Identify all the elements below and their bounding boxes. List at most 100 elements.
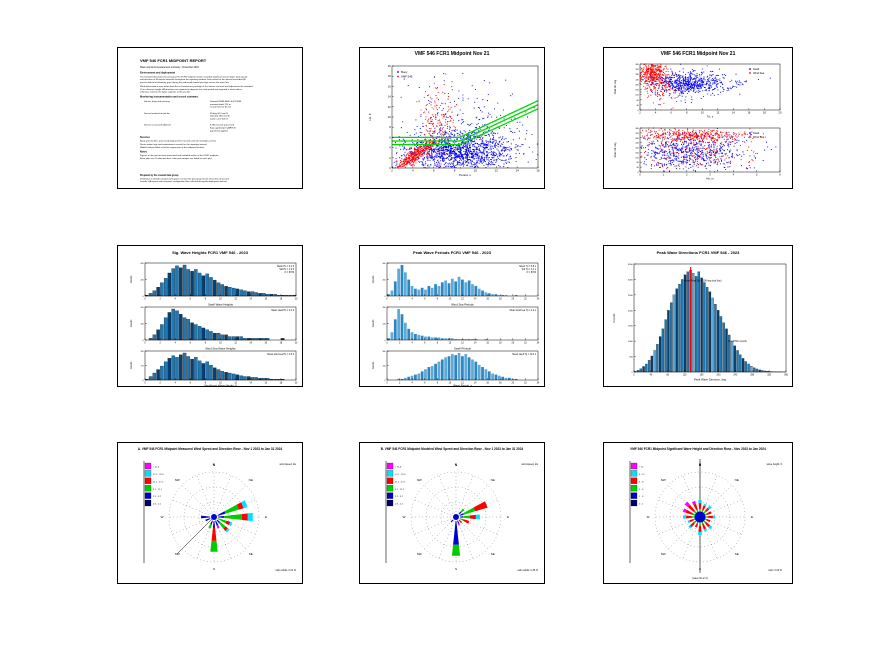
svg-text:12: 12 [234,383,237,385]
svg-text:12: 12 [388,105,391,109]
svg-text:175: 175 [140,366,144,368]
svg-text:0: 0 [143,296,145,298]
svg-text:Figures in this packet show me: Figures in this packet show measured and… [140,154,219,157]
svg-text:2: 2 [399,299,401,301]
panel-wind-rose-modeled: B. VMF 546 FCR1 Midpoint Modeled Wind Sp… [359,442,545,584]
plot-title: Peak Wave Periods FCR1 VMF 546 - 2023 [413,250,491,255]
svg-text:80: 80 [636,100,639,102]
svg-text:percent with brief telemetry g: percent with brief telemetry gaps during… [140,81,230,84]
plot-title: A. VMF 546 FCR1 Midpoint Measured Wind S… [137,447,283,451]
svg-text:2: 2 [159,383,161,385]
svg-text:Sensor, buoy and mooring: Sensor, buoy and mooring [144,100,170,103]
svg-text:18: 18 [388,74,391,78]
plot-title: VMF 546 FCR1 Midpoint Significant Wave H… [630,447,766,451]
svg-text:Buoy: Buoy [401,70,408,74]
svg-text:22: 22 [524,299,527,301]
svg-text:Mean Dir, deg: Mean Dir, deg [614,142,617,158]
svg-text:14: 14 [515,169,519,173]
svg-text:Wave and wind measurement summ: Wave and wind measurement summary - Nove… [140,66,199,69]
svg-text:1: 1 [663,173,665,177]
svg-text:0: 0 [638,110,640,112]
svg-text:160: 160 [635,152,639,154]
svg-text:6: 6 [670,111,672,115]
svg-text:Significant Wave Height, ft: Significant Wave Height, ft [204,384,237,388]
svg-text:80: 80 [636,162,639,164]
svg-text:14: 14 [249,383,252,385]
svg-text:VMF 546: VMF 546 [401,75,413,79]
svg-text:20: 20 [779,111,782,115]
svg-text:20: 20 [295,299,298,301]
svg-text:320: 320 [635,133,639,135]
svg-text:10 m reference height. All dir: 10 m reference height. All directions ar… [140,88,243,91]
svg-text:10: 10 [449,299,452,301]
svg-text:Model hindcast fields used for: Model hindcast fields used for compariso… [140,146,205,149]
svg-text:The Datawell directional wave: The Datawell directional wave buoy at th… [140,75,248,78]
svg-text:2: 2 [389,156,391,160]
svg-text:records, QA reports and instru: records, QA reports and instrument confi… [140,180,228,183]
svg-text:Notes: Notes [140,151,148,154]
svg-text:flags applied per QARTOD: flags applied per QARTOD [210,127,236,130]
plot-title: VMF 546 FCR1 Midpoint Nov 21 [660,51,736,57]
panel-wave-period-histograms: Peak Wave Periods FCR1 VMF 546 - 2023 0 2… [359,245,545,387]
svg-text:14: 14 [474,299,477,301]
plot-title: Sig. Wave Heights FCR1 VMF 546 - 2023 [172,250,248,255]
svg-text:14: 14 [249,343,252,345]
svg-text:12: 12 [495,169,499,173]
svg-text:Buoy spectral files, processed: Buoy spectral files, processed displacem… [140,140,217,143]
svg-text:200: 200 [635,84,639,86]
panel-wave-rose: VMF 546 FCR1 Midpoint Significant Wave H… [603,442,793,584]
svg-text:16: 16 [388,84,391,88]
svg-text:0: 0 [144,383,146,385]
svg-text:4: 4 [412,169,414,173]
svg-text:4: 4 [175,343,177,345]
svg-text:360: 360 [635,128,639,130]
svg-text:Sources: Sources [140,136,150,139]
svg-text:4: 4 [655,111,657,115]
svg-text:8: 8 [205,299,207,301]
svg-text:0: 0 [638,172,640,174]
svg-text:8: 8 [205,343,207,345]
svg-text:0: 0 [385,296,387,298]
svg-text:6: 6 [190,343,192,345]
svg-text:Rose plots use 16 direction bi: Rose plots use 16 direction bins; calm p… [140,157,212,160]
svg-text:Shore station logs and mainten: Shore station logs and maintenance recor… [140,143,208,146]
svg-text:8: 8 [686,111,688,115]
svg-text:200: 200 [140,307,144,309]
svg-text:10: 10 [388,115,391,119]
direction-scatter-plot: 2 4 6 8 10 12 14 16 18 20040801201602002402803203… [614,63,782,180]
svg-text:Counts: Counts [130,319,133,327]
svg-text:12: 12 [234,299,237,301]
svg-text:0: 0 [386,299,388,301]
svg-text:4: 4 [175,383,177,385]
svg-text:8: 8 [389,125,391,129]
svg-text:16: 16 [265,343,268,345]
svg-text:8: 8 [454,169,456,173]
svg-text:10: 10 [219,343,222,345]
svg-text:16: 16 [747,111,750,115]
svg-text:10: 10 [219,383,222,385]
svg-text:003 deg 18.6 min W: 003 deg 18.6 min W [210,116,231,118]
svg-text:4: 4 [733,173,735,177]
svg-text:20: 20 [512,299,515,301]
svg-text:Period, s: Period, s [459,173,471,177]
svg-text:100: 100 [140,324,144,326]
svg-text:16: 16 [486,299,489,301]
svg-text:14: 14 [732,111,735,115]
svg-text:Environment and deployment: Environment and deployment [140,72,175,75]
svg-text:350: 350 [140,351,144,353]
svg-text:Wind Sea Wave Heights: Wind Sea Wave Heights [205,346,236,350]
svg-text:12: 12 [716,111,719,115]
svg-text:14: 14 [249,299,252,301]
plot-title: B. VMF 546 FCR1 Midpoint Modeled Wind Sp… [380,447,524,451]
svg-text:4: 4 [389,146,391,150]
svg-text:56 deg 44.1 min N: 56 deg 44.1 min N [210,113,228,115]
svg-text:200: 200 [382,280,386,282]
svg-text:320: 320 [635,69,639,71]
svg-text:240: 240 [635,79,639,81]
svg-text:24: 24 [537,299,540,301]
svg-text:Swell Wave Heights: Swell Wave Heights [208,302,233,306]
